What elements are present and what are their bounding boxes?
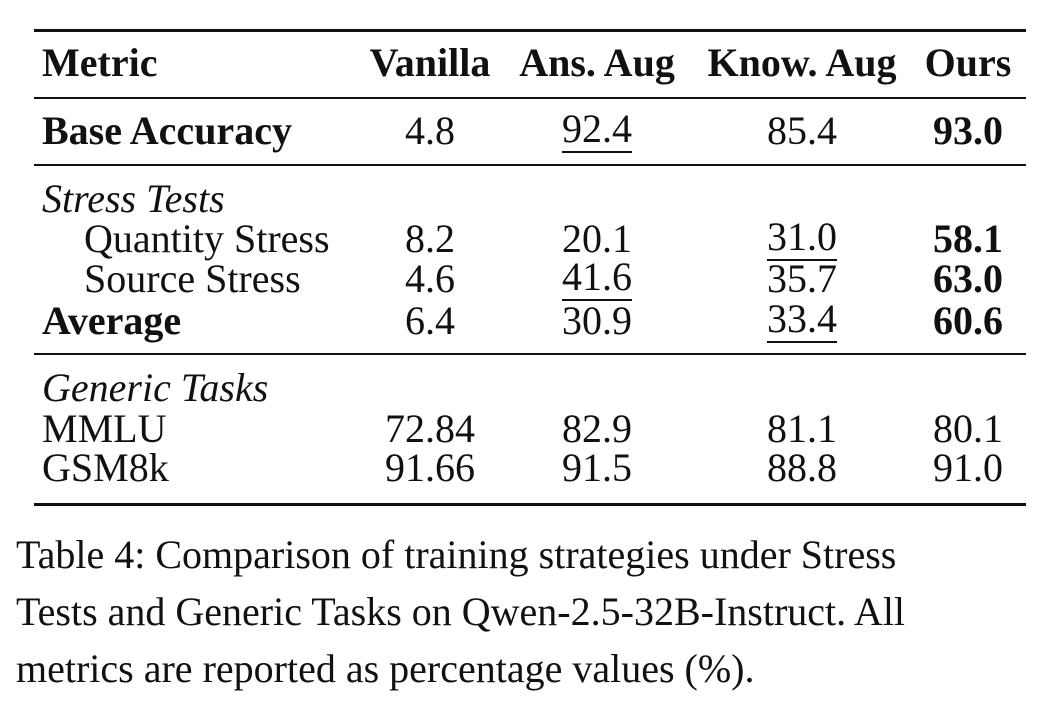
section-stress-tests: Stress Tests	[42, 176, 225, 221]
cell-source-vanilla: 4.6	[405, 256, 455, 301]
row-label-gsm8k: GSM8k	[42, 445, 169, 490]
header-ours: Ours	[924, 40, 1012, 85]
cell-gsm8k-ours: 91.0	[933, 445, 1003, 490]
top-rule	[34, 29, 1026, 32]
header-rule	[34, 97, 1026, 99]
cell-mmlu-ours: 80.1	[933, 406, 1003, 451]
caption-line-1: Table 4: Comparison of training strategi…	[16, 532, 897, 577]
section-generic-tasks: Generic Tasks	[42, 365, 269, 410]
cell-quantity-vanilla: 8.2	[405, 216, 455, 261]
cell-mmlu-ans-aug: 82.9	[562, 406, 632, 451]
cell-gsm8k-ans-aug: 91.5	[562, 445, 632, 490]
row-label-base-accuracy: Base Accuracy	[42, 108, 292, 153]
cell-average-ans-aug: 30.9	[562, 298, 632, 343]
caption-line-2: Tests and Generic Tasks on Qwen-2.5-32B-…	[16, 589, 906, 634]
caption-line-3: metrics are reported as percentage value…	[16, 646, 755, 691]
table-caption: Table 4: Comparison of training strategi…	[16, 526, 1056, 697]
cell-base-vanilla: 4.8	[405, 108, 455, 153]
cell-gsm8k-know-aug: 88.8	[767, 445, 837, 490]
cell-average-know-aug: 33.4	[767, 296, 837, 343]
header-vanilla: Vanilla	[369, 40, 491, 85]
header-metric: Metric	[42, 40, 158, 85]
cell-source-know-aug: 35.7	[767, 256, 837, 301]
cell-base-ans-aug: 92.4	[562, 106, 632, 153]
row-label-average: Average	[42, 298, 182, 343]
cell-source-ans-aug: 41.6	[562, 254, 632, 301]
row-label-mmlu: MMLU	[42, 406, 167, 451]
cell-quantity-ans-aug: 20.1	[562, 216, 632, 261]
cell-mmlu-know-aug: 81.1	[767, 406, 837, 451]
cell-mmlu-vanilla: 72.84	[385, 406, 475, 451]
cell-average-ours: 60.6	[933, 298, 1003, 343]
header-know-aug: Know. Aug	[707, 40, 897, 85]
header-ans-aug: Ans. Aug	[519, 40, 675, 85]
cell-quantity-know-aug: 31.0	[767, 214, 837, 261]
cell-average-vanilla: 6.4	[405, 298, 455, 343]
row-label-quantity-stress: Quantity Stress	[84, 216, 330, 261]
cell-gsm8k-vanilla: 91.66	[385, 445, 475, 490]
cell-source-ours: 63.0	[933, 256, 1003, 301]
cell-base-know-aug: 85.4	[767, 108, 837, 153]
base-rule	[34, 164, 1026, 166]
bottom-rule	[34, 503, 1026, 506]
row-label-source-stress: Source Stress	[84, 256, 301, 301]
stress-rule	[34, 353, 1026, 355]
cell-base-ours: 93.0	[933, 108, 1003, 153]
cell-quantity-ours: 58.1	[933, 216, 1003, 261]
